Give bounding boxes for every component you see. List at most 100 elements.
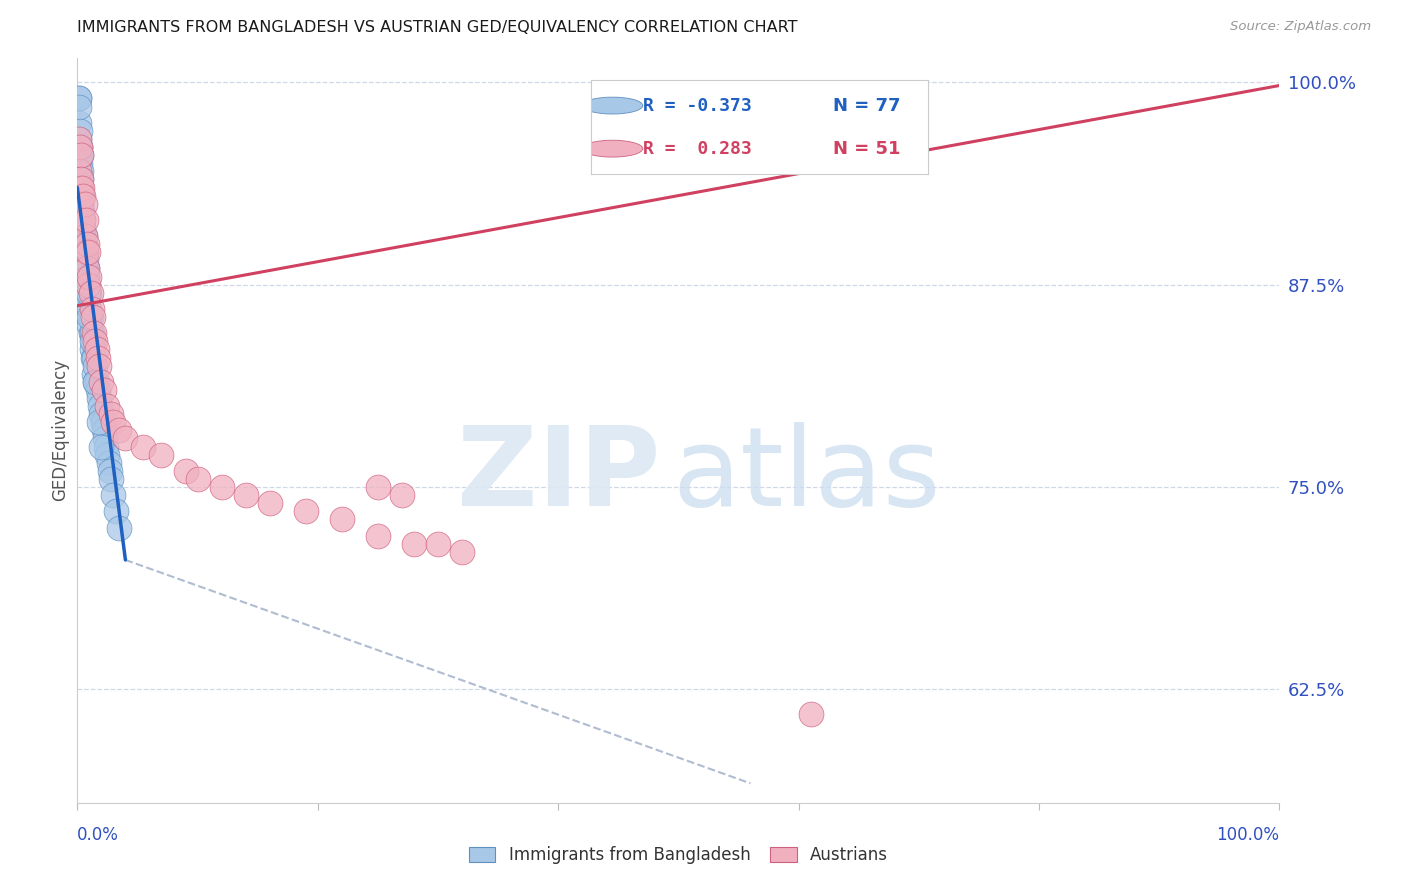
Point [80,334,103,349]
Point [87,415,110,429]
Point [73,261,96,276]
Point [70,148,93,162]
Point [69,124,91,138]
Point [73,229,96,244]
Point [79,310,101,324]
Point [86,375,108,389]
Text: R =  0.283: R = 0.283 [643,140,752,158]
Point [96,440,118,454]
Point [90,407,112,421]
Point [367,480,389,494]
Point [235,488,257,502]
Point [211,480,233,494]
Text: N = 77: N = 77 [834,96,901,114]
Point [69,172,91,186]
Point [79,269,101,284]
Text: Source: ZipAtlas.com: Source: ZipAtlas.com [1230,20,1371,33]
Point [77,277,100,292]
Point [108,423,131,437]
Point [79,285,101,300]
Point [84,359,107,373]
Point [80,301,103,316]
Point [73,196,96,211]
Point [451,545,474,559]
Point [90,375,112,389]
Point [77,245,100,260]
Point [84,375,107,389]
Point [75,245,97,260]
Point [70,188,93,202]
Point [83,326,105,341]
Point [104,504,127,518]
Point [69,204,91,219]
Point [75,277,97,292]
Point [98,464,121,478]
Point [75,253,97,268]
Point [259,496,281,510]
Point [73,237,96,252]
Circle shape [582,97,643,114]
Point [87,359,110,373]
Point [70,213,93,227]
Point [93,383,115,397]
Point [330,512,353,526]
Point [69,140,91,154]
Point [75,213,97,227]
Point [70,180,93,194]
Point [72,213,94,227]
Point [69,180,91,194]
Point [84,375,107,389]
Point [97,456,120,470]
Point [96,448,118,462]
Point [150,448,173,462]
Point [89,399,111,413]
Text: atlas: atlas [672,422,941,529]
Point [70,213,93,227]
Point [67,116,90,130]
Point [800,706,823,721]
Point [100,407,122,421]
Point [79,301,101,316]
Point [402,537,425,551]
Point [67,148,90,162]
Point [76,261,98,276]
Point [70,172,93,186]
Point [77,293,100,308]
Point [70,196,93,211]
Point [70,172,93,186]
Point [80,343,103,357]
Point [114,432,136,446]
Point [69,140,91,154]
Text: 100.0%: 100.0% [1216,826,1279,844]
Point [84,334,107,349]
Point [87,391,110,405]
Point [75,245,97,260]
Point [77,277,100,292]
Point [294,504,316,518]
Point [76,269,98,284]
Point [391,488,413,502]
Point [67,132,90,146]
Point [79,326,101,341]
Point [70,237,93,252]
Point [67,132,90,146]
Point [69,140,91,154]
Point [100,472,122,486]
Point [82,310,104,324]
Point [86,343,108,357]
Point [67,164,90,178]
Point [70,204,93,219]
Text: 0.0%: 0.0% [77,826,120,844]
Point [67,164,90,178]
Point [69,188,91,202]
Point [79,285,101,300]
Point [87,383,110,397]
Point [73,229,96,244]
Text: R = -0.373: R = -0.373 [643,96,752,114]
Point [70,221,93,235]
Point [79,318,101,333]
Point [70,196,93,211]
Point [83,367,105,381]
Point [72,188,94,202]
Point [70,204,93,219]
